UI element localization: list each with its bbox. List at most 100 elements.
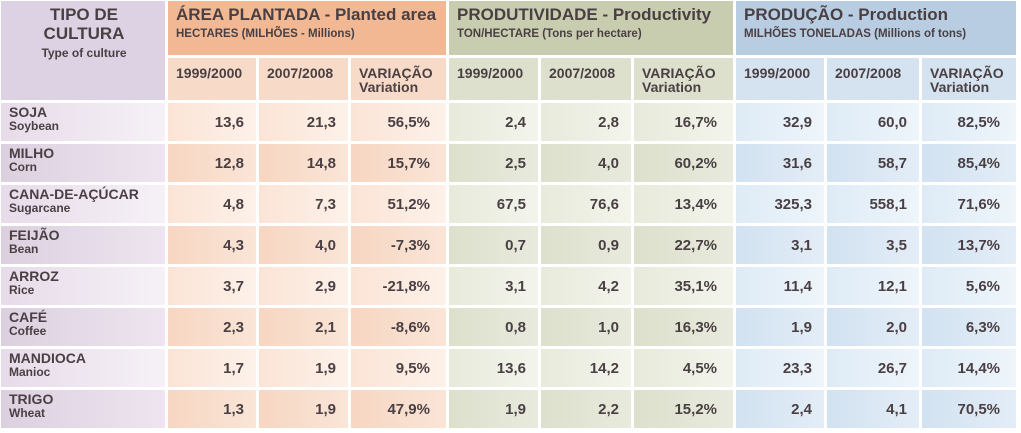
production-2007-cell: 60,0 (827, 103, 920, 141)
crop-name-pt: TRIGO (9, 391, 54, 407)
prod-year-1-header: 1999/2000 (449, 58, 538, 100)
crop-name-en: Sugarcane (9, 201, 71, 215)
crop-name-pt: MILHO (9, 145, 55, 161)
productivity-2007-cell: 14,2 (541, 349, 631, 387)
crop-name-en: Manioc (9, 365, 51, 379)
crop-name-en: Rice (9, 283, 35, 297)
crop-name-en: Coffee (9, 324, 47, 338)
production-variation-cell: 82,5% (922, 103, 1017, 141)
production-variation-header: VARIAÇÃO Variation (922, 58, 1017, 100)
productivity-1999-cell: 1,9 (449, 390, 538, 428)
table-row: MILHO Corn 12,8 14,8 15,7% 2,5 4,0 60,2% 31,6 58,… (1, 144, 1017, 182)
production-year-1-header: 1999/2000 (736, 58, 825, 100)
production-variation-cell: 85,4% (922, 144, 1017, 182)
production-1999-cell: 3,1 (736, 226, 825, 264)
crop-name-en: Soybean (9, 119, 60, 133)
area-variation-cell: -8,6% (351, 308, 446, 346)
planted-area-header: ÁREA PLANTADA - Planted area HECTARES (M… (168, 1, 446, 55)
area-2007-cell: 4,0 (259, 226, 348, 264)
table-row: MANDIOCA Manioc 1,7 1,9 9,5% 13,6 14,2 4,5% 23,3… (1, 349, 1017, 387)
area-2007-cell: 14,8 (259, 144, 348, 182)
production-variation-cell: 14,4% (922, 349, 1017, 387)
table-row: FEIJÃO Bean 4,3 4,0 -7,3% 0,7 0,9 22,7% 3,1 3,5 13… (1, 226, 1017, 264)
production-1999-cell: 325,3 (736, 185, 825, 223)
production-variation-cell: 70,5% (922, 390, 1017, 428)
production-1999-cell: 32,9 (736, 103, 825, 141)
productivity-variation-cell: 35,1% (634, 267, 734, 305)
area-1999-cell: 2,3 (168, 308, 256, 346)
variation-label-en: Variation (359, 79, 419, 95)
productivity-2007-cell: 2,2 (541, 390, 631, 428)
area-2007-cell: 2,1 (259, 308, 348, 346)
productivity-1999-cell: 0,8 (449, 308, 538, 346)
variation-label-pt: VARIAÇÃO (642, 65, 716, 81)
productivity-2007-cell: 1,0 (541, 308, 631, 346)
crop-type-title: TIPO DE CULTURA (43, 5, 125, 43)
production-1999-cell: 11,4 (736, 267, 825, 305)
area-2007-cell: 1,9 (259, 349, 348, 387)
area-variation-cell: 47,9% (351, 390, 446, 428)
area-1999-cell: 13,6 (168, 103, 256, 141)
production-unit: MILHÕES TONELADAS (Millions of tons) (744, 28, 967, 40)
area-year-2-header: 2007/2008 (259, 58, 348, 100)
crop-name-cell: SOJA Soybean (1, 103, 165, 141)
productivity-variation-cell: 16,7% (634, 103, 734, 141)
production-variation-cell: 6,3% (922, 308, 1017, 346)
productivity-1999-cell: 67,5 (449, 185, 538, 223)
area-1999-cell: 1,3 (168, 390, 256, 428)
planted-area-title: ÁREA PLANTADA - Planted area (176, 5, 437, 24)
productivity-variation-cell: 13,4% (634, 185, 734, 223)
area-2007-cell: 7,3 (259, 185, 348, 223)
productivity-1999-cell: 13,6 (449, 349, 538, 387)
productivity-2007-cell: 4,2 (541, 267, 631, 305)
table-row: CAFÉ Coffee 2,3 2,1 -8,6% 0,8 1,0 16,3% 1,9 2,0 6,… (1, 308, 1017, 346)
productivity-1999-cell: 2,5 (449, 144, 538, 182)
prod-variation-header: VARIAÇÃO Variation (634, 58, 734, 100)
table-row: ARROZ Rice 3,7 2,9 -21,8% 3,1 4,2 35,1% 11,4 12,1… (1, 267, 1017, 305)
crop-name-cell: ARROZ Rice (1, 267, 165, 305)
production-variation-cell: 5,6% (922, 267, 1017, 305)
area-variation-header: VARIAÇÃO Variation (351, 58, 446, 100)
area-variation-cell: 51,2% (351, 185, 446, 223)
production-2007-cell: 26,7 (827, 349, 920, 387)
crop-name-cell: FEIJÃO Bean (1, 226, 165, 264)
crop-name-en: Bean (9, 242, 39, 256)
variation-label-pt: VARIAÇÃO (930, 65, 1004, 81)
variation-label-en: Variation (930, 79, 990, 95)
productivity-2007-cell: 0,9 (541, 226, 631, 264)
production-1999-cell: 23,3 (736, 349, 825, 387)
productivity-2007-cell: 4,0 (541, 144, 631, 182)
productivity-1999-cell: 2,4 (449, 103, 538, 141)
productivity-unit: TON/HECTARE (Tons per hectare) (457, 28, 642, 40)
planted-area-unit: HECTARES (MILHÕES - Millions) (176, 28, 355, 40)
table-row: SOJA Soybean 13,6 21,3 56,5% 2,4 2,8 16,7% 32,9 6… (1, 103, 1017, 141)
production-variation-cell: 13,7% (922, 226, 1017, 264)
area-2007-cell: 21,3 (259, 103, 348, 141)
crop-name-pt: SOJA (9, 104, 48, 120)
area-variation-cell: 56,5% (351, 103, 446, 141)
production-variation-cell: 71,6% (922, 185, 1017, 223)
production-2007-cell: 4,1 (827, 390, 920, 428)
productivity-1999-cell: 0,7 (449, 226, 538, 264)
area-1999-cell: 1,7 (168, 349, 256, 387)
area-1999-cell: 12,8 (168, 144, 256, 182)
header-year-row: 1999/2000 2007/2008 VARIAÇÃO Variation 19… (1, 58, 1017, 100)
production-2007-cell: 558,1 (827, 185, 920, 223)
table-row: TRIGO Wheat 1,3 1,9 47,9% 1,9 2,2 15,2% 2,4 4,1 70… (1, 390, 1017, 428)
crop-name-pt: CANA-DE-AÇÚCAR (9, 186, 139, 202)
area-variation-cell: 15,7% (351, 144, 446, 182)
area-1999-cell: 4,8 (168, 185, 256, 223)
crop-name-pt: CAFÉ (9, 309, 48, 325)
production-2007-cell: 2,0 (827, 308, 920, 346)
table-row: CANA-DE-AÇÚCAR Sugarcane 4,8 7,3 51,2% 67,5 76… (1, 185, 1017, 223)
crop-name-pt: MANDIOCA (9, 350, 86, 366)
crop-name-en: Wheat (9, 406, 45, 420)
crop-name-cell: MILHO Corn (1, 144, 165, 182)
productivity-2007-cell: 2,8 (541, 103, 631, 141)
production-header: PRODUÇÃO - Production MILHÕES TONELADAS … (736, 1, 1017, 55)
productivity-2007-cell: 76,6 (541, 185, 631, 223)
area-variation-cell: -21,8% (351, 267, 446, 305)
crop-name-pt: FEIJÃO (9, 227, 60, 243)
productivity-title: PRODUTIVIDADE - Productivity (457, 5, 712, 24)
